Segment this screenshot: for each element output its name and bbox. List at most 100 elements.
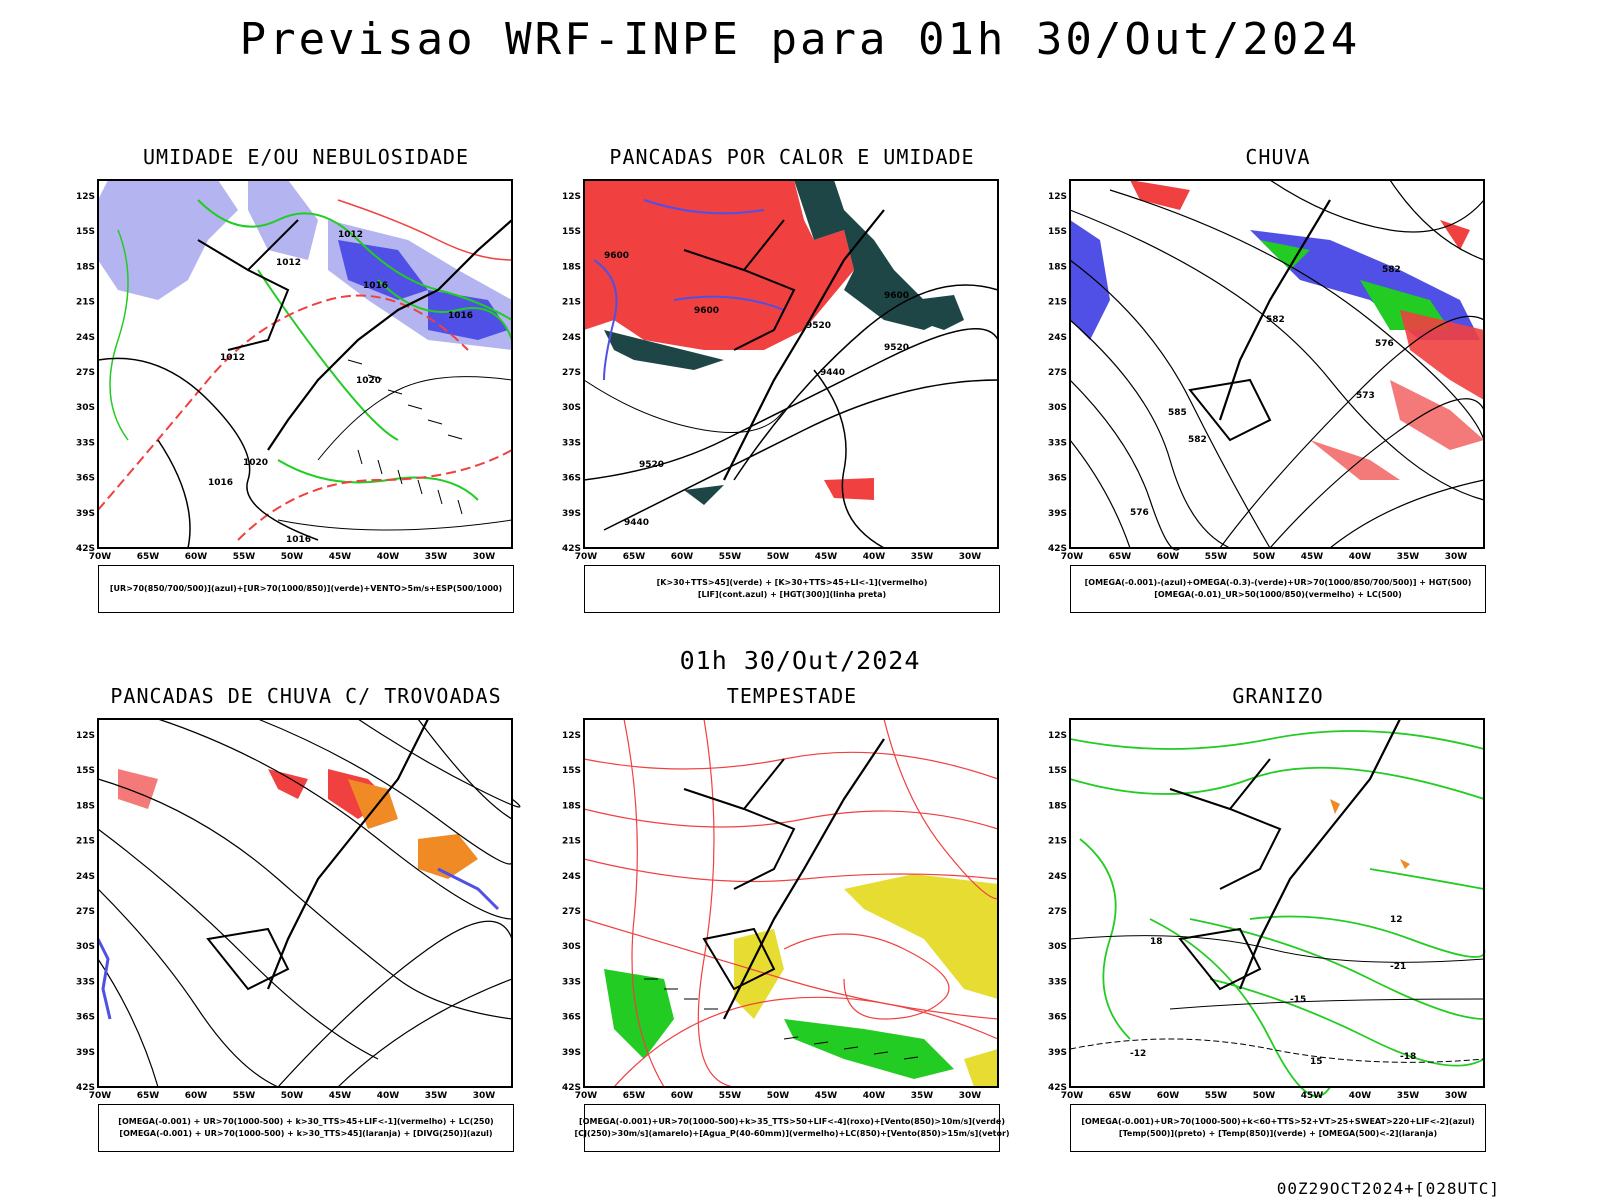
lon-tick-label: 50W bbox=[281, 552, 304, 562]
lon-tick-label: 65W bbox=[1109, 552, 1132, 562]
run-time-footer: 00Z29OCT2024+[028UTC] bbox=[1276, 1179, 1500, 1198]
map-humidity: 1012 1012 1016 1020 1016 1012 1016 1020 … bbox=[76, 179, 513, 562]
lat-tick-label: 36S bbox=[1048, 1013, 1067, 1023]
lat-tick-label: 36S bbox=[76, 1013, 95, 1023]
lat-tick-label: 39S bbox=[1048, 509, 1067, 519]
lat-tick-label: 39S bbox=[1048, 1048, 1067, 1058]
lon-tick-label: 40W bbox=[1349, 1091, 1372, 1101]
lat-tick-label: 24S bbox=[562, 333, 581, 343]
lon-tick-label: 60W bbox=[1157, 552, 1180, 562]
lon-tick-label: 50W bbox=[767, 552, 790, 562]
height-label: 9600 bbox=[884, 291, 909, 301]
height-label: 573 bbox=[1356, 391, 1375, 401]
lat-tick-label: 15S bbox=[76, 227, 95, 237]
legend-text: [OMEGA(-0.001) + UR>70(1000-500) + k>30_… bbox=[119, 1129, 493, 1138]
lat-tick-label: 33S bbox=[562, 977, 581, 987]
isobar-label: 1016 bbox=[286, 535, 311, 545]
lat-tick-label: 36S bbox=[562, 1013, 581, 1023]
lat-tick-label: 33S bbox=[76, 438, 95, 448]
height-label: 9520 bbox=[639, 460, 664, 470]
lat-tick-label: 21S bbox=[1048, 298, 1067, 308]
humidity-area bbox=[98, 180, 238, 300]
lon-tick-label: 60W bbox=[1157, 1091, 1180, 1101]
lat-tick-label: 33S bbox=[76, 977, 95, 987]
panel-title: GRANIZO bbox=[1232, 684, 1324, 708]
lon-tick-label: 65W bbox=[623, 1091, 646, 1101]
lat-tick-label: 21S bbox=[562, 298, 581, 308]
lat-tick-label: 30S bbox=[562, 942, 581, 952]
height-label: 9440 bbox=[624, 518, 649, 528]
lat-tick-label: 15S bbox=[562, 766, 581, 776]
lat-tick-label: 18S bbox=[1048, 801, 1067, 811]
lon-tick-label: 70W bbox=[575, 1091, 598, 1101]
legend-box: [OMEGA(-0.001)-(azul)+OMEGA(-0.3)-(verde… bbox=[1070, 565, 1486, 613]
lat-tick-label: 12S bbox=[76, 192, 95, 202]
lat-tick-label: 15S bbox=[1048, 227, 1067, 237]
lon-tick-label: 55W bbox=[1205, 552, 1228, 562]
lat-tick-label: 42S bbox=[76, 1083, 95, 1093]
panel-title: CHUVA bbox=[1245, 145, 1311, 169]
temperature-label: -12 bbox=[1130, 1049, 1146, 1059]
lat-tick-label: 12S bbox=[76, 731, 95, 741]
lon-tick-label: 70W bbox=[89, 552, 112, 562]
lat-tick-label: 21S bbox=[1048, 837, 1067, 847]
panel-title: PANCADAS POR CALOR E UMIDADE bbox=[609, 145, 975, 169]
lon-tick-label: 70W bbox=[1061, 1091, 1084, 1101]
lat-tick-label: 30S bbox=[76, 403, 95, 413]
map-rain: 582 576 573 582 585 582 576 12S 15S 18S 21S… bbox=[1048, 179, 1485, 562]
lon-tick-label: 55W bbox=[233, 1091, 256, 1101]
lon-tick-label: 55W bbox=[1205, 1091, 1228, 1101]
isobar-label: 1020 bbox=[356, 376, 381, 386]
lat-tick-label: 24S bbox=[562, 872, 581, 882]
lon-tick-label: 60W bbox=[185, 552, 208, 562]
lon-tick-label: 70W bbox=[575, 552, 598, 562]
map-heat-showers: 9600 9600 9520 9520 9440 9520 9440 9600 … bbox=[562, 179, 999, 562]
isobar-label: 1020 bbox=[243, 458, 268, 468]
lat-tick-label: 39S bbox=[76, 1048, 95, 1058]
lon-tick-label: 35W bbox=[911, 1091, 934, 1101]
jet-area bbox=[844, 874, 998, 999]
lat-tick-label: 24S bbox=[1048, 333, 1067, 343]
height-label: 9520 bbox=[884, 343, 909, 353]
lon-tick-label: 60W bbox=[671, 552, 694, 562]
lon-tick-label: 60W bbox=[185, 1091, 208, 1101]
legend-text: [Temp(500)](preto) + [Temp(850)](verde) … bbox=[1118, 1129, 1438, 1138]
isobar-label: 1012 bbox=[338, 230, 363, 240]
lat-tick-label: 24S bbox=[76, 872, 95, 882]
legend-box: [UR>70(850/700/500)](azul)+[UR>70(1000/8… bbox=[98, 565, 514, 613]
lat-tick-label: 12S bbox=[562, 192, 581, 202]
panel-title: UMIDADE E/OU NEBULOSIDADE bbox=[142, 145, 470, 169]
lat-tick-label: 30S bbox=[1048, 403, 1067, 413]
lat-tick-label: 27S bbox=[562, 368, 581, 378]
height-label: 576 bbox=[1130, 508, 1149, 518]
panel-rain: CHUVA bbox=[1038, 145, 1518, 635]
isobar-label: 1016 bbox=[208, 478, 233, 488]
lat-tick-label: 24S bbox=[1048, 872, 1067, 882]
lat-tick-label: 21S bbox=[562, 837, 581, 847]
lon-tick-label: 55W bbox=[719, 552, 742, 562]
lon-tick-label: 30W bbox=[473, 552, 496, 562]
lat-tick-label: 15S bbox=[562, 227, 581, 237]
lat-tick-label: 27S bbox=[1048, 368, 1067, 378]
height-label: 9600 bbox=[694, 306, 719, 316]
isobar-label: 1016 bbox=[448, 311, 473, 321]
legend-text: [OMEGA(-0.001)-(azul)+OMEGA(-0.3)-(verde… bbox=[1084, 578, 1472, 587]
panel-thunderstorm-showers: PANCADAS DE CHUVA C/ TROVOADAS bbox=[66, 684, 546, 1174]
lat-tick-label: 27S bbox=[562, 907, 581, 917]
legend-box: [OMEGA(-0.001)+UR>70(1000-500)+k>35_TTS>… bbox=[574, 1104, 1010, 1152]
height-label: 9520 bbox=[806, 321, 831, 331]
panel-title: PANCADAS DE CHUVA C/ TROVOADAS bbox=[110, 684, 502, 708]
panel-tempest: TEMPESTADE bbox=[552, 684, 1032, 1174]
lon-tick-label: 65W bbox=[623, 552, 646, 562]
legend-box: [OMEGA(-0.001) + UR>70(1000-500) + k>30_… bbox=[98, 1104, 514, 1152]
lon-tick-label: 50W bbox=[767, 1091, 790, 1101]
lat-tick-label: 12S bbox=[562, 731, 581, 741]
temperature-contours bbox=[1069, 730, 1486, 1098]
height-label: 582 bbox=[1188, 435, 1207, 445]
